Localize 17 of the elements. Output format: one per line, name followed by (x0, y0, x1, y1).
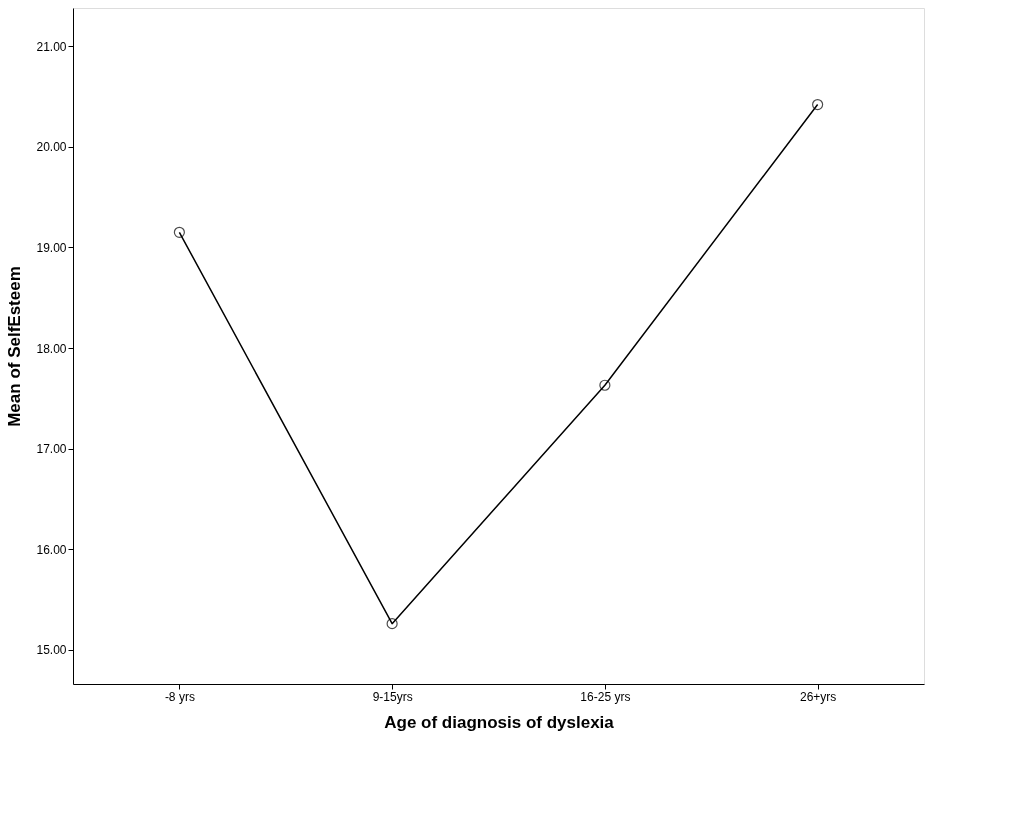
y-tick-label: 16.00 (36, 542, 67, 557)
x-tick-label: 9-15yrs (372, 689, 413, 704)
x-tick-label: -8 yrs (164, 689, 195, 704)
point (386, 618, 398, 630)
x-axis-title: Age of diagnosis of dyslexia (384, 712, 615, 732)
x-tick-label: 16-25 yrs (580, 689, 631, 704)
y-axis-title: Mean of SelfEsteem (5, 266, 25, 427)
point (599, 379, 611, 391)
y-tick-label: 18.00 (36, 341, 67, 356)
y-tick-label: 21.00 (36, 39, 67, 54)
x-tick-label: 26+yrs (799, 689, 837, 704)
y-tick-label: 17.00 (36, 442, 67, 457)
y-tick-label: 20.00 (36, 140, 67, 155)
point (173, 226, 185, 238)
point (812, 98, 824, 111)
y-tick-label: 19.00 (36, 240, 67, 255)
y-tick-label: 15.00 (36, 643, 67, 658)
